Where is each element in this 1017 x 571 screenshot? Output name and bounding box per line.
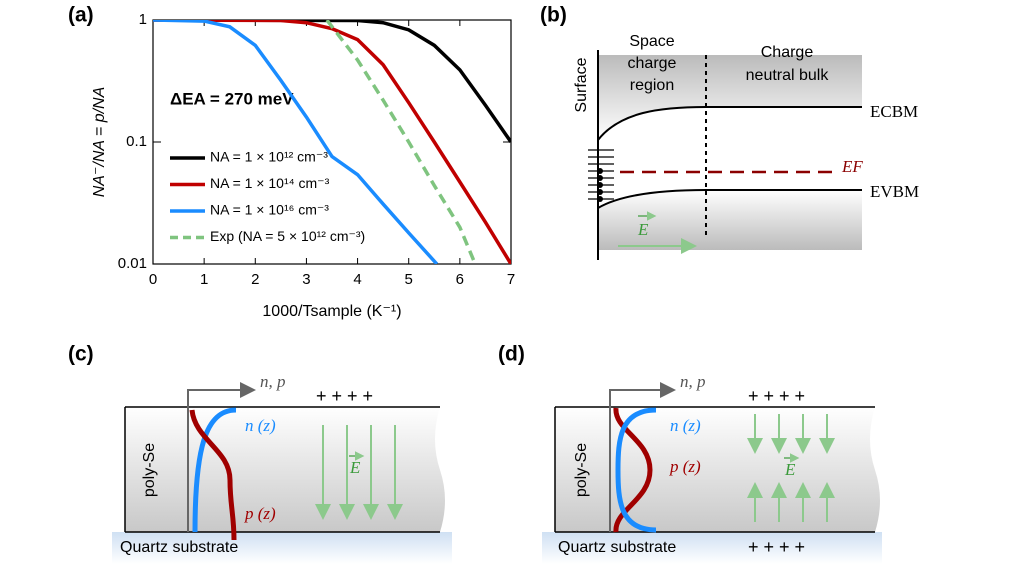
- x-tick-label: 6: [456, 271, 464, 288]
- p-profile: [189, 409, 237, 541]
- x-tick-label: 4: [353, 271, 361, 288]
- n-profile: [192, 407, 237, 533]
- substrate: [112, 532, 452, 564]
- field-label: E: [349, 458, 361, 477]
- annotation: ΔEA = 270 meV: [170, 89, 294, 108]
- vbm-label: EVBM: [870, 182, 919, 201]
- x-tick-label: 5: [405, 271, 413, 288]
- field-label: E: [784, 460, 796, 479]
- n-profile: [615, 407, 657, 533]
- panel-label: (c): [68, 343, 94, 366]
- charges: + + + +: [748, 537, 805, 557]
- panel-d: (d) n, p n (z) p (z) poly-Se Quartz subs…: [498, 343, 882, 564]
- scr-label: Space: [629, 33, 674, 50]
- panel-label: (b): [540, 4, 567, 27]
- bulk-label: Charge: [761, 44, 814, 61]
- filled-states: [597, 168, 603, 202]
- legend-label: NA = 1 × 10¹² cm⁻³: [210, 149, 328, 165]
- axis-label: n, p: [680, 372, 706, 391]
- field-label: E: [637, 220, 649, 239]
- cbm-label: ECBM: [870, 102, 918, 121]
- charges: + + + +: [748, 386, 805, 406]
- legend-label: NA = 1 × 10¹⁴ cm⁻³: [210, 175, 330, 191]
- film: [125, 407, 445, 532]
- x-axis-label: 1000/Tsample (K⁻¹): [262, 303, 401, 320]
- series-line: [325, 20, 477, 264]
- vbm-band: [597, 189, 862, 209]
- x-tick-label: 2: [251, 271, 259, 288]
- x-tick-label: 0: [149, 271, 157, 288]
- y-tick-label: 0.1: [126, 133, 147, 150]
- panel-label: (d): [498, 343, 525, 366]
- cbm-band: [597, 106, 862, 141]
- shade: [598, 55, 862, 140]
- n-label: n (z): [245, 416, 276, 435]
- surface-label: Surface: [573, 57, 590, 112]
- y-axis-label: NA⁻/NA = p/NA: [91, 87, 108, 198]
- bulk-label: neutral bulk: [746, 67, 830, 84]
- panel-b: (b) E Surface Space charge region Charge…: [540, 4, 919, 260]
- substrate: [542, 532, 882, 564]
- material-label: poly-Se: [573, 443, 590, 497]
- scr-label: charge: [628, 55, 677, 72]
- material-label: poly-Se: [141, 443, 158, 497]
- substrate-label: Quartz substrate: [558, 539, 676, 556]
- legend-label: NA = 1 × 10¹⁶ cm⁻³: [210, 202, 329, 218]
- series-line: [153, 20, 439, 264]
- panel-c: (c) n, p n (z) p (z) poly-Se Quartz subs…: [68, 343, 452, 564]
- film: [555, 407, 880, 532]
- y-tick-label: 1: [139, 11, 147, 28]
- field-arrows: [315, 425, 403, 520]
- legend-label: Exp (NA = 5 × 10¹² cm⁻³): [210, 228, 365, 244]
- substrate-label: Quartz substrate: [120, 539, 238, 556]
- x-tick-label: 3: [302, 271, 310, 288]
- field-arrows: [747, 414, 835, 522]
- p-label: p (z): [669, 457, 701, 476]
- y-tick-label: 0.01: [118, 255, 147, 272]
- n-label: n (z): [670, 416, 701, 435]
- ef-label: EF: [841, 157, 863, 176]
- x-tick-label: 7: [507, 271, 515, 288]
- x-tick-label: 1: [200, 271, 208, 288]
- scr-label: region: [630, 77, 674, 94]
- series-line: [153, 20, 511, 264]
- shade: [598, 190, 862, 250]
- panel-a: (a) ΔEA = 270 meV 1000/Tsample (K⁻¹) NA⁻…: [68, 4, 515, 321]
- charges: + + + +: [316, 386, 373, 406]
- panel-label: (a): [68, 4, 94, 27]
- series-line: [153, 20, 511, 143]
- p-label: p (z): [244, 504, 276, 523]
- axis-label: n, p: [260, 372, 286, 391]
